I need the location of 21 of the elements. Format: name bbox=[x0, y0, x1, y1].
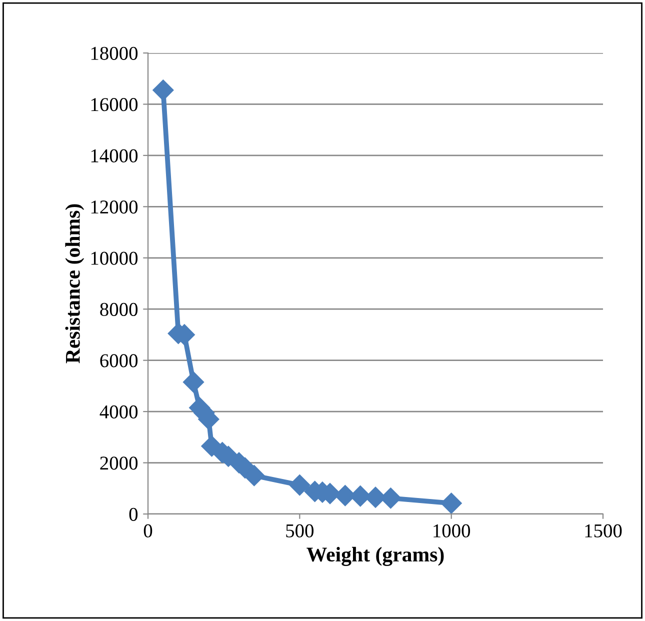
y-axis-title: Resistance (ohms) bbox=[65, 204, 84, 364]
y-tick-label: 0 bbox=[129, 508, 138, 521]
y-tick-label: 18000 bbox=[91, 46, 138, 60]
x-tick-label: 1500 bbox=[585, 524, 622, 538]
point bbox=[440, 492, 462, 514]
point bbox=[244, 465, 265, 486]
y-tick-label: 16000 bbox=[91, 98, 138, 112]
x-tick-label: 0 bbox=[144, 524, 152, 538]
y-tick-label: 2000 bbox=[100, 456, 138, 470]
x-tick-label: 1000 bbox=[434, 524, 470, 538]
y-tick-label: 8000 bbox=[100, 302, 138, 316]
y-tick-label: 6000 bbox=[100, 354, 138, 368]
point bbox=[182, 372, 204, 393]
point bbox=[289, 474, 310, 496]
x-tick-label: 500 bbox=[286, 524, 314, 538]
y-tick-label: 14000 bbox=[91, 149, 138, 162]
y-tick-label: 12000 bbox=[91, 200, 138, 214]
y-tick-label: 4000 bbox=[100, 405, 138, 418]
x-axis-title: Weight (grams) bbox=[306, 546, 444, 566]
y-tick-label: 10000 bbox=[91, 252, 138, 265]
point bbox=[152, 80, 174, 101]
